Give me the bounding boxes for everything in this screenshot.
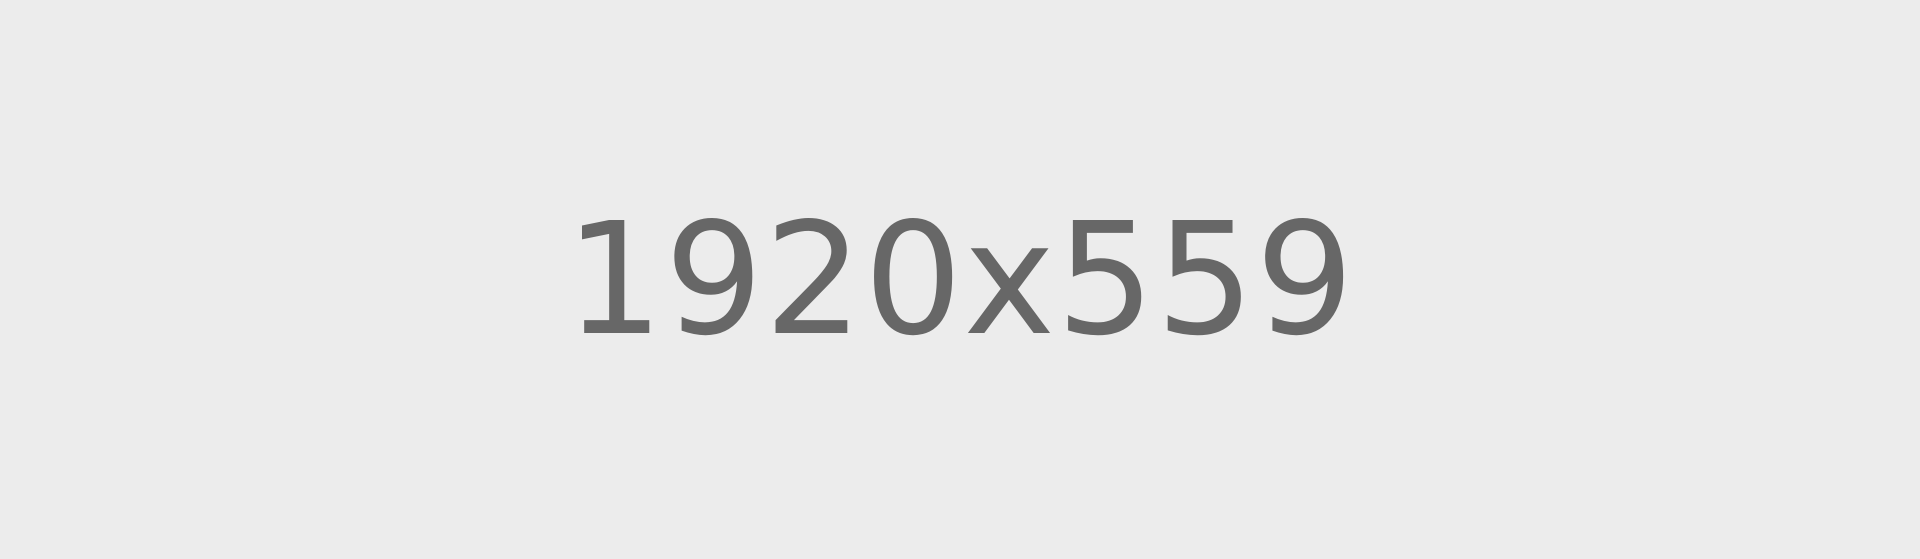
placeholder-canvas: 1920x559 xyxy=(564,189,1356,370)
placeholder-dimensions-text: 1920x559 xyxy=(564,189,1356,370)
